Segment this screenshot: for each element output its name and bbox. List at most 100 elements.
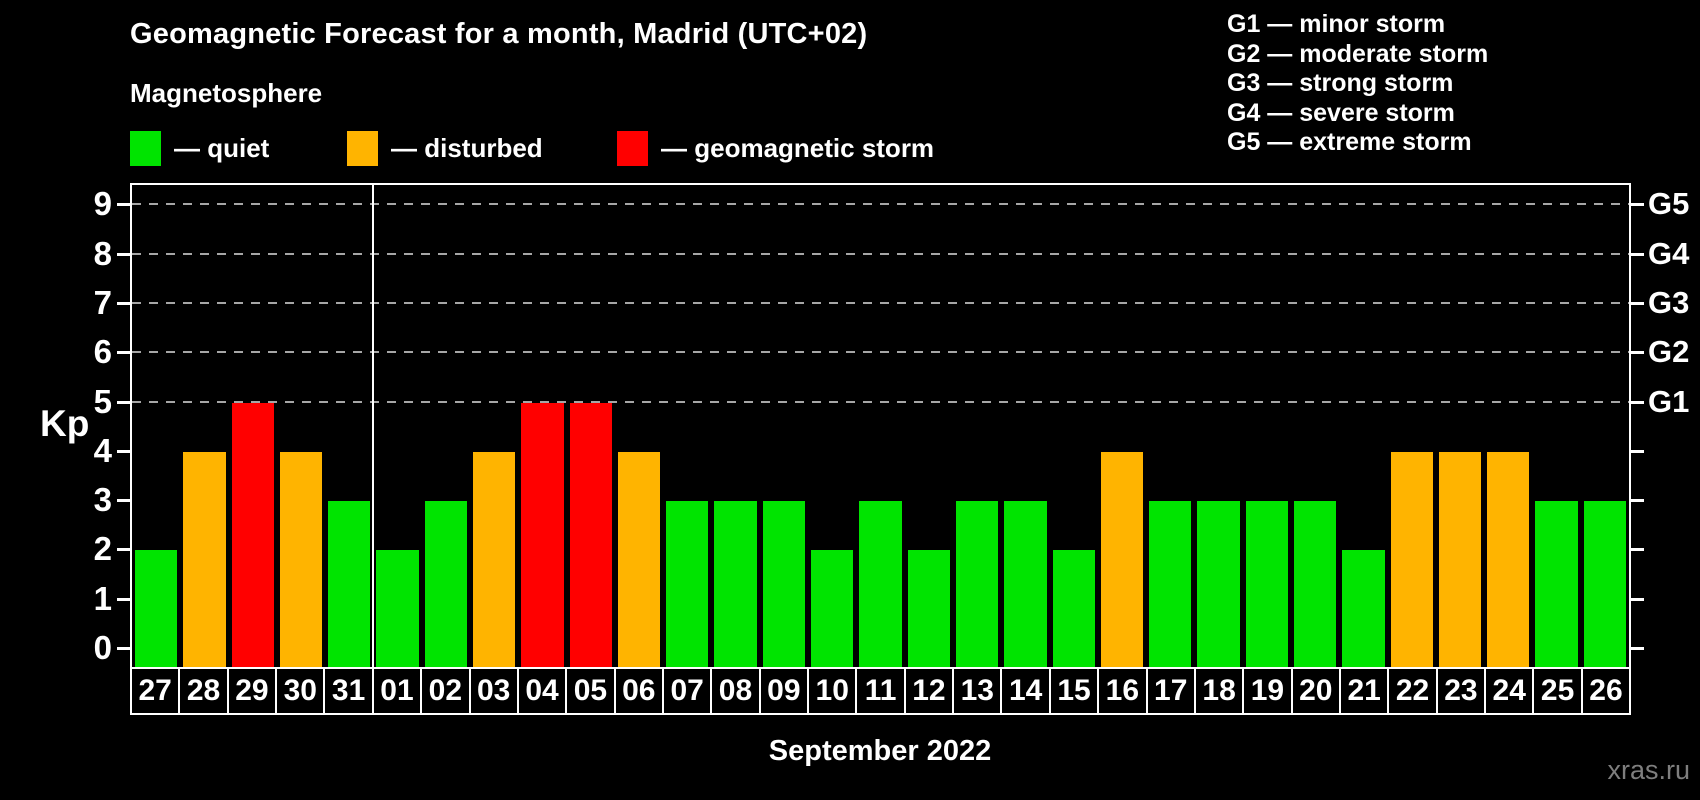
kp-bar-day-10	[811, 550, 854, 669]
right-axis-label-g4: G4	[1648, 235, 1690, 271]
day-label-23: 23	[1435, 667, 1487, 715]
day-label-22: 22	[1387, 667, 1438, 715]
y-axis-label-9: 9	[93, 185, 112, 223]
kp-bar-day-08	[714, 501, 757, 669]
y-axis-tick-right-8	[1631, 252, 1644, 256]
kp-bar-day-20	[1293, 501, 1337, 669]
y-axis-tick-right-5	[1631, 400, 1644, 404]
y-axis-label-4: 4	[93, 431, 112, 469]
y-axis-tick-left-2	[117, 548, 130, 552]
y-axis-label-5: 5	[93, 382, 112, 420]
kp-bar-day-06	[617, 451, 661, 669]
day-label-06: 06	[613, 667, 664, 715]
y-axis-label-8: 8	[93, 234, 112, 272]
chart-subtitle: Magnetosphere	[130, 78, 323, 108]
y-axis-tick-right-0	[1631, 647, 1644, 650]
g2-legend-line: G2 — moderate storm	[1227, 39, 1489, 68]
day-label-20: 20	[1290, 667, 1341, 715]
day-label-29: 29	[226, 667, 278, 715]
y-axis-tick-right-9	[1631, 203, 1644, 207]
kp-bar-day-14	[1004, 501, 1047, 669]
day-label-14: 14	[1000, 667, 1051, 715]
day-label-15: 15	[1048, 667, 1100, 715]
watermark: xras.ru	[1607, 755, 1690, 785]
kp-bar-day-26	[1583, 501, 1626, 669]
day-label-27: 27	[130, 667, 181, 715]
legend-item-disturbed: — disturbed	[347, 130, 543, 167]
y-axis-tick-left-8	[117, 252, 130, 256]
month-separator-line	[372, 185, 375, 669]
legend-item-storm: — geomagnetic storm	[617, 130, 934, 167]
y-axis-tick-right-1	[1631, 597, 1644, 601]
legend-label-storm: — geomagnetic storm	[661, 133, 935, 163]
day-label-31: 31	[323, 667, 374, 715]
x-axis-day-labels: 27 28 29 30 31 01 02 03 04 05 06 07 08 09 10 11 12 13 14 15…	[130, 667, 1632, 715]
kp-bar-day-29	[231, 402, 274, 669]
y-axis-tick-right-7	[1631, 301, 1644, 305]
gridline-kp-9	[132, 203, 1629, 206]
legend-item-quiet: — quiet	[130, 130, 269, 167]
day-label-26: 26	[1580, 667, 1632, 715]
g4-legend-line: G4 — severe storm	[1227, 98, 1455, 127]
day-label-03: 03	[468, 667, 519, 715]
day-label-12: 12	[903, 667, 955, 715]
right-axis-label-g5: G5	[1648, 186, 1690, 222]
kp-bar-day-15	[1052, 550, 1095, 669]
day-label-11: 11	[855, 667, 906, 715]
kp-bar-day-28	[183, 451, 226, 669]
right-axis-label-g3: G3	[1648, 284, 1690, 320]
y-axis-label-6: 6	[93, 333, 112, 371]
kp-bar-day-31	[328, 501, 371, 669]
gridline-kp-6	[132, 351, 1629, 354]
day-label-19: 19	[1242, 667, 1293, 715]
g3-legend-line: G3 — strong storm	[1227, 69, 1454, 97]
kp-bar-day-24	[1487, 451, 1530, 669]
y-axis-tick-left-5	[117, 400, 130, 404]
day-label-28: 28	[178, 667, 229, 715]
day-label-09: 09	[758, 667, 810, 715]
y-axis-tick-left-6	[117, 351, 130, 355]
kp-bar-day-25	[1535, 501, 1578, 669]
y-axis-label-3: 3	[93, 481, 112, 519]
kp-bar-day-21	[1342, 550, 1385, 669]
kp-bar-day-11	[859, 501, 902, 669]
y-axis-tick-right-3	[1631, 499, 1644, 503]
kp-bar-day-18	[1197, 501, 1240, 669]
y-axis-tick-left-0	[117, 647, 130, 650]
quiet-color-swatch	[130, 131, 161, 166]
day-label-16: 16	[1097, 667, 1148, 715]
kp-bar-day-27	[135, 550, 178, 669]
day-label-18: 18	[1193, 667, 1245, 715]
gridline-kp-7	[132, 301, 1629, 304]
chart-title: Geomagnetic Forecast for a month, Madrid…	[130, 18, 868, 50]
g1-legend-line: G1 — minor storm	[1227, 10, 1446, 38]
y-axis-tick-left-3	[117, 499, 130, 503]
day-label-04: 04	[516, 667, 568, 715]
kp-bar-day-01	[376, 550, 419, 669]
y-axis-title: Kp	[40, 403, 90, 444]
day-label-01: 01	[371, 667, 423, 715]
legend-label-disturbed: — disturbed	[391, 133, 543, 163]
day-label-17: 17	[1145, 667, 1196, 715]
kp-bar-day-09	[762, 501, 806, 669]
y-axis-tick-right-4	[1631, 449, 1644, 453]
kp-bar-day-19	[1245, 501, 1288, 669]
day-label-02: 02	[420, 667, 471, 715]
kp-bar-day-05	[569, 402, 612, 669]
kp-bar-day-12	[907, 550, 950, 669]
gridline-kp-5	[132, 400, 1629, 403]
y-axis-tick-right-2	[1631, 548, 1644, 552]
kp-bar-day-13	[955, 501, 999, 669]
kp-bar-day-04	[521, 402, 564, 669]
day-label-24: 24	[1484, 667, 1535, 715]
y-axis-label-2: 2	[93, 530, 112, 568]
right-axis-label-g2: G2	[1648, 334, 1690, 370]
gridline-kp-8	[132, 252, 1629, 255]
g-scale-legend: G1 — minor storm G2 — moderate storm G3 …	[1227, 10, 1488, 158]
day-label-30: 30	[275, 667, 326, 715]
y-axis-tick-left-4	[117, 449, 130, 453]
kp-bar-day-07	[666, 501, 709, 669]
y-axis-tick-left-1	[117, 597, 130, 601]
kp-bar-day-02	[424, 501, 468, 669]
